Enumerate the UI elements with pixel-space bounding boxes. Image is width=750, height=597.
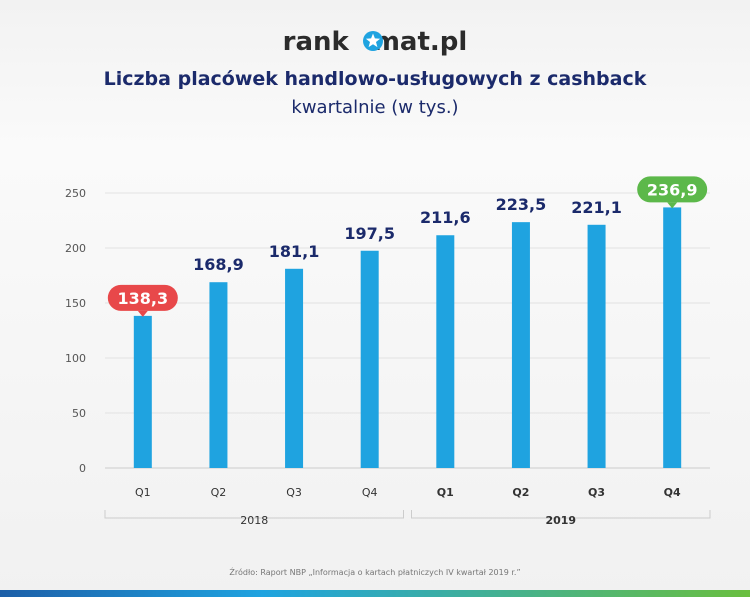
y-tick-label: 250	[65, 187, 86, 200]
y-tick-label: 100	[65, 352, 86, 365]
group-bracket	[411, 510, 711, 519]
bar	[511, 222, 530, 468]
data-label: 168,9	[193, 255, 244, 274]
data-label: 221,1	[571, 198, 622, 217]
x-tick-label: Q3	[588, 486, 605, 499]
bar	[133, 315, 152, 468]
badge-pill	[107, 284, 178, 311]
max-value-badge: 236,9	[637, 176, 708, 209]
x-tick-label: Q3	[286, 486, 302, 499]
x-tick-label: Q2	[512, 486, 529, 499]
group-label: 2019	[545, 514, 576, 527]
logo: rank mat.pl	[283, 27, 468, 57]
bar	[436, 235, 455, 468]
bar	[360, 250, 379, 468]
min-value-badge: 138,3	[107, 284, 178, 317]
bar	[209, 282, 228, 468]
badge-pill	[637, 176, 708, 203]
bar	[587, 224, 606, 468]
y-tick-label: 200	[65, 242, 86, 255]
x-tick-label: Q2	[211, 486, 227, 499]
y-tick-label: 150	[65, 297, 86, 310]
group-bracket	[104, 510, 404, 519]
y-tick-label: 50	[72, 407, 86, 420]
data-label: 211,6	[420, 208, 471, 227]
bar	[663, 207, 682, 468]
bar	[285, 268, 304, 468]
chart-title: Liczba placówek handlowo-usługowych z ca…	[104, 68, 647, 90]
group-label: 2018	[240, 514, 268, 527]
x-tick-label: Q1	[135, 486, 151, 499]
star-icon	[363, 31, 383, 51]
x-tick-label: Q1	[437, 486, 454, 499]
chart-subtitle: kwartalnie (w tys.)	[291, 97, 458, 118]
bottom-color-bar	[0, 590, 750, 597]
x-tick-label: Q4	[362, 486, 378, 499]
data-label: 223,5	[496, 195, 547, 214]
data-label: 138,3	[118, 289, 169, 308]
badge-pointer	[667, 202, 678, 209]
badge-pointer	[137, 310, 148, 317]
star-shape	[365, 33, 381, 48]
data-label: 236,9	[647, 180, 698, 199]
data-label: 197,5	[344, 224, 395, 243]
y-tick-label: 0	[79, 462, 86, 475]
data-label: 181,1	[269, 242, 320, 261]
source-note: Źródło: Raport NBP „Informacja o kartach…	[229, 566, 520, 577]
x-tick-label: Q4	[664, 486, 681, 499]
